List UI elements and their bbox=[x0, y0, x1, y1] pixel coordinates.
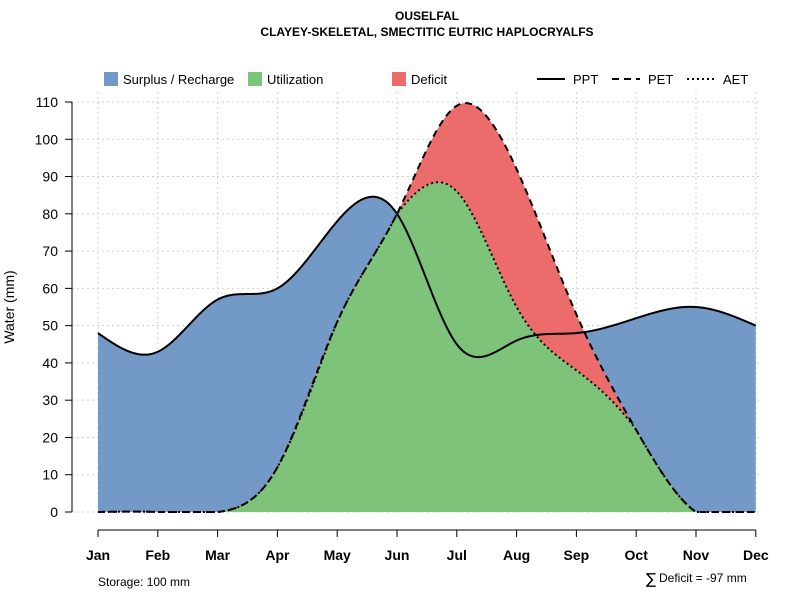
y-tick-label: 60 bbox=[42, 280, 58, 296]
x-tick-label: Apr bbox=[265, 547, 290, 563]
x-tick-label: Aug bbox=[503, 547, 530, 563]
legend-swatch-utilization bbox=[248, 72, 262, 86]
y-tick-label: 20 bbox=[42, 429, 58, 445]
area-utilization bbox=[98, 182, 756, 512]
y-tick-label: 110 bbox=[36, 94, 59, 110]
x-tick-label: Oct bbox=[625, 547, 649, 563]
y-tick-label: 100 bbox=[35, 131, 59, 147]
x-tick-label: Mar bbox=[205, 547, 230, 563]
legend-label-utilization: Utilization bbox=[267, 72, 323, 87]
x-tick-label: Jun bbox=[385, 547, 410, 563]
chart-title: OUSELFAL bbox=[395, 9, 459, 23]
sum-symbol: ∑ bbox=[646, 570, 656, 588]
line-pet bbox=[97, 102, 756, 513]
y-tick-label: 10 bbox=[42, 467, 58, 483]
y-axis-label: Water (mm) bbox=[1, 270, 17, 343]
x-tick-label: May bbox=[324, 547, 351, 563]
x-tick-label: Dec bbox=[743, 547, 769, 563]
y-tick-label: 30 bbox=[42, 392, 58, 408]
chart-subtitle: CLAYEY-SKELETAL, SMECTITIC EUTRIC HAPLOC… bbox=[260, 25, 593, 39]
legend-swatch-deficit bbox=[392, 72, 406, 86]
y-tick-label: 50 bbox=[42, 318, 58, 334]
legend-swatch-surplus bbox=[104, 72, 118, 86]
y-tick-label: 0 bbox=[50, 504, 58, 520]
x-tick-label: Sep bbox=[564, 547, 590, 563]
legend-label-surplus: Surplus / Recharge bbox=[123, 72, 234, 87]
deficit-total: Deficit = -97 mm bbox=[659, 571, 747, 585]
x-tick-label: Feb bbox=[145, 547, 170, 563]
legend-label-ppt: PPT bbox=[573, 72, 598, 87]
y-tick-label: 40 bbox=[42, 355, 58, 371]
axes: 0 10 20 30 40 50 60 70 80 90 100 110 Jan Feb Mar Apr May… bbox=[35, 94, 769, 563]
x-tick-label: Jul bbox=[447, 547, 467, 563]
series-lines bbox=[97, 102, 757, 513]
y-tick-label: 80 bbox=[42, 206, 58, 222]
legend-label-pet: PET bbox=[648, 72, 673, 87]
y-tick-label: 90 bbox=[42, 169, 58, 185]
legend: Surplus / Recharge Utilization Deficit P… bbox=[104, 72, 748, 87]
x-tick-label: Jan bbox=[86, 547, 110, 563]
area-fills bbox=[98, 103, 756, 513]
y-tick-label: 70 bbox=[42, 243, 58, 259]
storage-note: Storage: 100 mm bbox=[98, 575, 190, 589]
legend-label-aet: AET bbox=[723, 72, 748, 87]
x-tick-label: Nov bbox=[683, 547, 710, 563]
line-ppt bbox=[97, 195, 757, 359]
legend-label-deficit: Deficit bbox=[411, 72, 448, 87]
line-aet bbox=[97, 181, 756, 513]
